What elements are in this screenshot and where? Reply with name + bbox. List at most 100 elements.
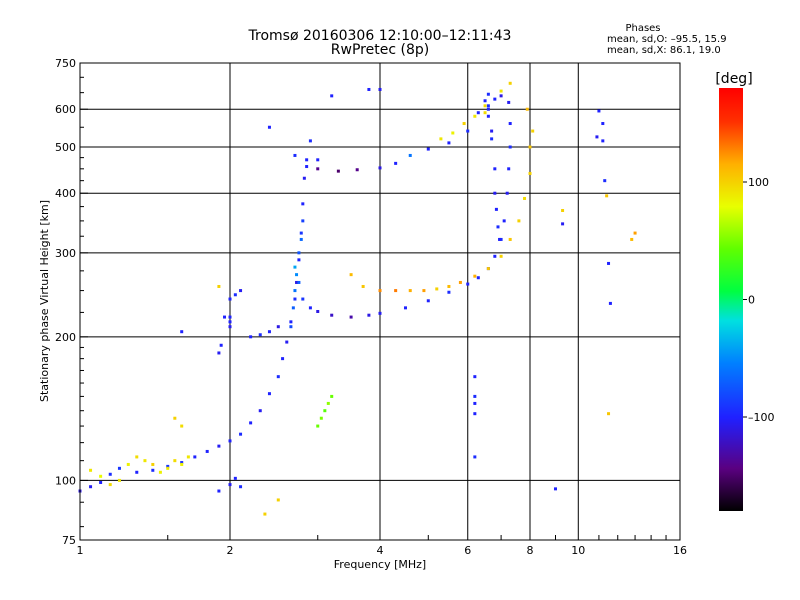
data-point xyxy=(217,351,221,355)
data-point xyxy=(267,392,271,396)
data-point xyxy=(601,122,605,126)
data-point xyxy=(367,313,371,317)
data-point xyxy=(228,325,232,329)
y-tick-label: 75 xyxy=(62,534,76,547)
data-point xyxy=(267,125,271,129)
data-point xyxy=(508,237,512,241)
colorbar xyxy=(719,88,743,511)
data-point xyxy=(173,416,177,420)
data-point xyxy=(293,297,297,301)
data-point xyxy=(525,107,529,111)
data-point xyxy=(378,87,382,91)
data-point xyxy=(499,89,503,93)
data-point xyxy=(499,254,503,258)
data-point xyxy=(217,284,221,288)
data-point xyxy=(239,485,243,489)
data-point xyxy=(523,196,527,200)
data-point xyxy=(295,273,299,277)
data-point xyxy=(316,158,320,162)
chart-title: Tromsø 20160306 12:10:00–12:11:43 xyxy=(248,28,512,44)
data-point xyxy=(258,409,262,413)
data-point xyxy=(308,306,312,310)
data-point xyxy=(458,280,462,284)
data-point xyxy=(89,485,93,489)
data-point xyxy=(517,219,521,223)
data-point xyxy=(476,111,480,115)
data-point xyxy=(316,309,320,313)
data-point xyxy=(308,139,312,143)
data-point xyxy=(426,147,430,151)
data-point xyxy=(293,289,297,293)
data-point xyxy=(99,480,103,484)
data-point xyxy=(336,169,340,173)
data-point xyxy=(493,97,497,101)
data-point xyxy=(319,416,323,420)
x-tick-label: 16 xyxy=(673,544,687,557)
data-point xyxy=(301,219,305,223)
data-point xyxy=(180,330,184,334)
data-point xyxy=(330,94,334,98)
y-tick-label: 100 xyxy=(55,474,76,487)
y-tick-label: 600 xyxy=(55,103,76,116)
data-point xyxy=(305,158,309,162)
data-point xyxy=(508,81,512,85)
x-tick-label: 6 xyxy=(464,544,471,557)
data-point xyxy=(466,129,470,133)
chart-subtitle: RwPretec (8p) xyxy=(331,42,429,58)
data-point xyxy=(301,297,305,301)
data-point xyxy=(473,412,477,416)
data-point xyxy=(301,202,305,206)
data-point xyxy=(447,290,451,294)
data-point xyxy=(299,237,303,241)
y-tick-label: 400 xyxy=(55,187,76,200)
data-point xyxy=(499,94,503,98)
data-point xyxy=(553,487,557,491)
data-point xyxy=(486,114,490,118)
data-point xyxy=(217,489,221,493)
data-point xyxy=(633,231,637,235)
data-point xyxy=(249,421,253,425)
data-point xyxy=(228,320,232,324)
data-point xyxy=(258,333,262,337)
data-point xyxy=(135,470,139,474)
y-tick-label: 200 xyxy=(55,331,76,344)
grid-lines xyxy=(80,63,680,540)
data-point xyxy=(605,194,609,198)
data-point xyxy=(476,276,480,280)
data-point xyxy=(330,313,334,317)
data-point xyxy=(228,483,232,487)
data-point xyxy=(289,320,293,324)
data-point xyxy=(607,412,611,416)
data-point xyxy=(126,462,130,466)
stats-title: Phases xyxy=(625,23,660,34)
data-point xyxy=(99,474,103,478)
data-point xyxy=(166,464,170,468)
x-axis-label: Frequency [MHz] xyxy=(334,558,426,571)
data-point xyxy=(267,330,271,334)
x-axis-ticks: 1 2 4 6 8 10 16 xyxy=(77,535,687,557)
data-point xyxy=(219,343,223,347)
data-point xyxy=(233,293,237,297)
data-point xyxy=(276,498,280,502)
data-point xyxy=(305,165,309,169)
data-point xyxy=(447,141,451,145)
data-point xyxy=(180,462,184,466)
data-point xyxy=(505,191,509,195)
plot-frame xyxy=(79,62,681,541)
data-point xyxy=(561,208,565,212)
data-point xyxy=(108,483,112,487)
data-point xyxy=(367,87,371,91)
data-point xyxy=(193,455,197,459)
data-point xyxy=(507,167,511,171)
data-point xyxy=(186,455,190,459)
data-point xyxy=(451,131,455,135)
data-point xyxy=(498,237,502,241)
data-point xyxy=(531,129,535,133)
data-point xyxy=(108,472,112,476)
data-point xyxy=(289,325,293,329)
data-point xyxy=(117,466,121,470)
data-point xyxy=(281,357,285,361)
data-point xyxy=(496,225,500,229)
data-point xyxy=(361,284,365,288)
